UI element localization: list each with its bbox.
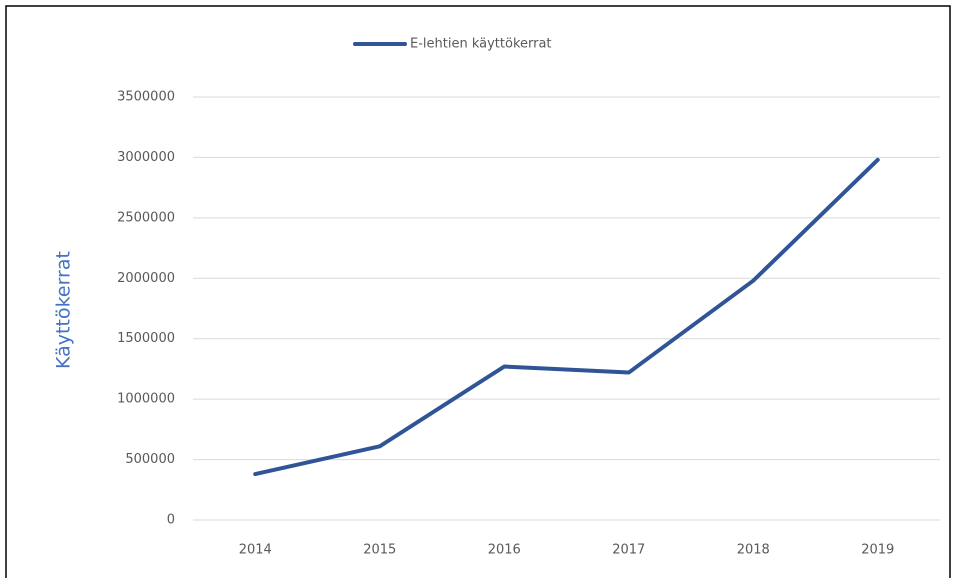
y-tick-label: 2500000 (117, 210, 175, 225)
y-tick-label: 1500000 (117, 331, 175, 346)
x-tick-label: 2014 (239, 543, 272, 558)
data-line (253, 157, 880, 477)
y-tick-label: 2000000 (117, 271, 175, 286)
legend-label: E-lehtien käyttökerrat (410, 37, 552, 52)
x-tick-label: 2017 (612, 543, 645, 558)
y-tick-label: 3500000 (117, 90, 175, 105)
y-tick-label: 1000000 (117, 392, 175, 407)
x-tick-label: 2016 (488, 543, 521, 558)
x-tick-label: 2018 (737, 543, 770, 558)
y-tick-label: 0 (167, 513, 175, 528)
y-tick-label: 3000000 (117, 150, 175, 165)
y-axis-title: Käyttökerrat (53, 251, 75, 369)
x-tick-label: 2015 (363, 543, 396, 558)
y-tick-label: 500000 (125, 452, 175, 467)
chart-frame (5, 5, 951, 582)
x-tick-label: 2019 (861, 543, 894, 558)
